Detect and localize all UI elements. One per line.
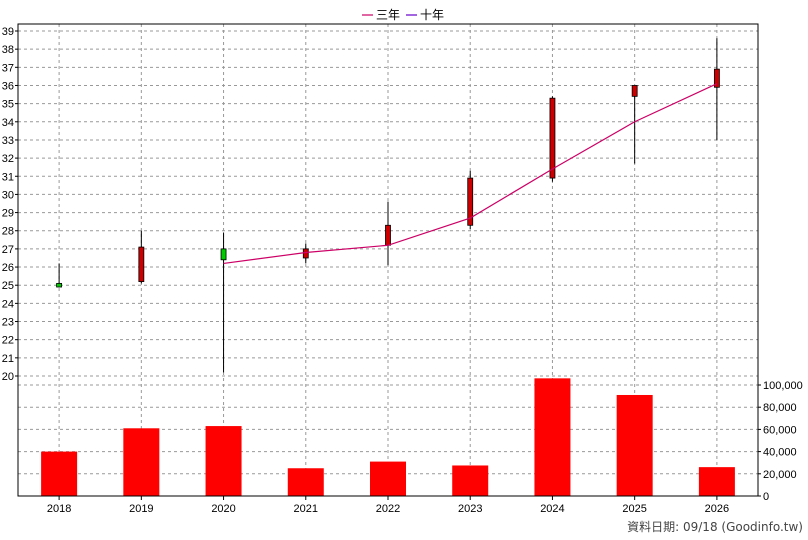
candle-body-2023 <box>467 177 474 226</box>
x-tick-label-2020: 2020 <box>211 503 235 515</box>
price-tick-label-20: 20 <box>2 371 14 383</box>
price-axis: 20 21 22 23 24 25 26 27 28 29 30 31 32 33 34 35 36 37 38 39 <box>2 26 18 383</box>
price-tick-label-21: 21 <box>2 353 14 365</box>
price-tick-label-33: 33 <box>2 135 14 147</box>
price-tick-label-30: 30 <box>2 189 14 201</box>
volume-tick-label-0: 0 <box>763 491 769 503</box>
x-tick-label-2019: 2019 <box>129 503 153 515</box>
candle-body-2024 <box>549 97 556 179</box>
price-tick-label-38: 38 <box>2 44 14 56</box>
price-tick-label-25: 25 <box>2 280 14 292</box>
three-year-line <box>223 83 718 265</box>
price-tick-label-37: 37 <box>2 62 14 74</box>
candle-body-2022 <box>385 224 391 246</box>
volume-bar-2026 <box>698 467 735 496</box>
x-tick-label-2021: 2021 <box>294 503 318 515</box>
x-tick-label-2018: 2018 <box>47 503 71 515</box>
price-tick-label-28: 28 <box>2 226 14 238</box>
candle-body-2021 <box>302 248 309 259</box>
volume-bar-2022 <box>370 461 406 496</box>
volume-tick-label-60000: 60,000 <box>763 424 797 436</box>
price-tick-label-27: 27 <box>2 244 14 256</box>
x-tick-label-2024: 2024 <box>540 503 564 515</box>
legend-label-10yr: 十年 <box>420 8 444 22</box>
volume-bar-2021 <box>287 468 324 496</box>
volume-tick-label-80000: 80,000 <box>763 402 797 414</box>
candle-body-2018 <box>56 282 63 288</box>
candle-body-2019 <box>138 246 145 282</box>
price-tick-label-36: 36 <box>2 80 14 92</box>
volume-tick-label-100000: 100,000 <box>763 380 803 392</box>
price-tick-label-31: 31 <box>2 171 14 183</box>
x-tick-label-2023: 2023 <box>458 503 482 515</box>
volume-bar-2025 <box>616 394 653 496</box>
x-tick-label-2025: 2025 <box>622 503 646 515</box>
price-tick-label-35: 35 <box>2 99 14 111</box>
candle-body-2025 <box>631 85 638 97</box>
legend: 三年 十年 <box>362 8 444 22</box>
volume-bar-2024 <box>534 378 571 496</box>
price-tick-label-32: 32 <box>2 153 14 165</box>
three-year-avg-line <box>223 83 718 265</box>
candle-body-2026 <box>713 68 720 88</box>
price-tick-label-22: 22 <box>2 335 14 347</box>
candles <box>56 38 720 373</box>
price-tick-label-34: 34 <box>2 117 14 129</box>
price-tick-label-23: 23 <box>2 317 14 329</box>
volume-bars <box>41 378 735 496</box>
volume-bar-2019 <box>123 428 160 496</box>
price-tick-label-24: 24 <box>2 298 14 310</box>
volume-bar-2020 <box>205 426 242 496</box>
volume-bar-2018 <box>41 451 78 496</box>
price-tick-label-29: 29 <box>2 208 14 220</box>
x-tick-label-2022: 2022 <box>376 503 400 515</box>
x-axis: 2018 2019 2020 2021 2022 2023 2024 2025 2026 <box>47 496 729 515</box>
volume-bar-2023 <box>452 465 489 496</box>
data-date-footer: 資料日期: 09/18 (Goodinfo.tw) <box>627 520 803 534</box>
price-tick-label-26: 26 <box>2 262 14 274</box>
price-tick-label-39: 39 <box>2 26 14 38</box>
volume-tick-label-20000: 20,000 <box>763 469 797 481</box>
volume-axis: 0 20,000 40,000 60,000 80,000 100,000 <box>758 380 803 503</box>
legend-label-3yr: 三年 <box>376 8 400 22</box>
candle-body-2020 <box>220 248 227 261</box>
x-tick-label-2026: 2026 <box>705 503 729 515</box>
volume-tick-label-40000: 40,000 <box>763 447 797 459</box>
